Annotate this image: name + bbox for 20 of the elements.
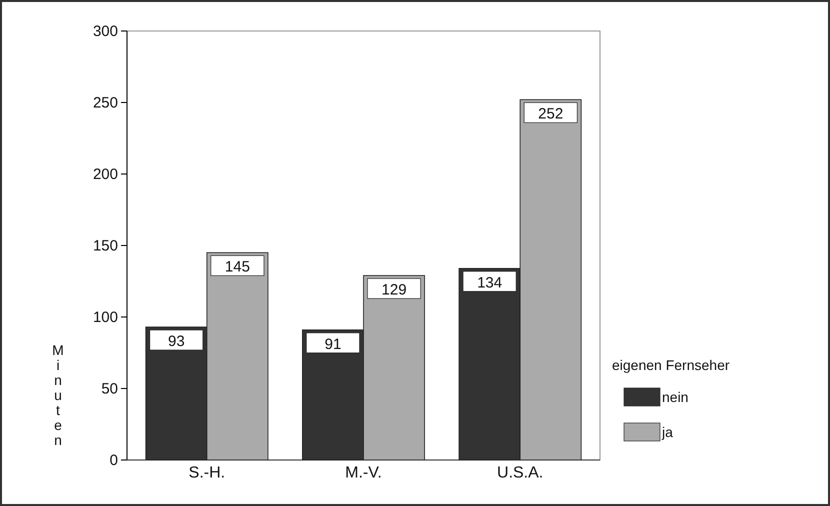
data-label: 91: [324, 336, 342, 353]
y-tick-label: 150: [92, 237, 118, 254]
x-tick-label: M.-V.: [345, 464, 382, 482]
y-axis-title: Minuten: [52, 342, 64, 448]
legend-label: nein: [662, 389, 688, 405]
y-tick-label: 50: [101, 380, 118, 398]
y-tick-label: 250: [92, 94, 118, 112]
data-label: 93: [168, 333, 185, 350]
y-tick-label: 0: [110, 452, 118, 469]
x-tick-label: S.-H.: [188, 464, 226, 482]
data-label: 129: [382, 282, 407, 299]
y-tick-label: 100: [92, 308, 118, 326]
data-label: 252: [538, 106, 564, 123]
legend-label: ja: [661, 424, 674, 440]
y-tick-label: 300: [92, 22, 118, 40]
y-tick-label: 200: [92, 166, 118, 183]
data-label: 145: [224, 258, 250, 276]
legend-title: eigenen Fernseher: [612, 357, 730, 373]
data-label: 134: [477, 274, 502, 292]
x-tick-label: U.S.A.: [497, 464, 544, 482]
